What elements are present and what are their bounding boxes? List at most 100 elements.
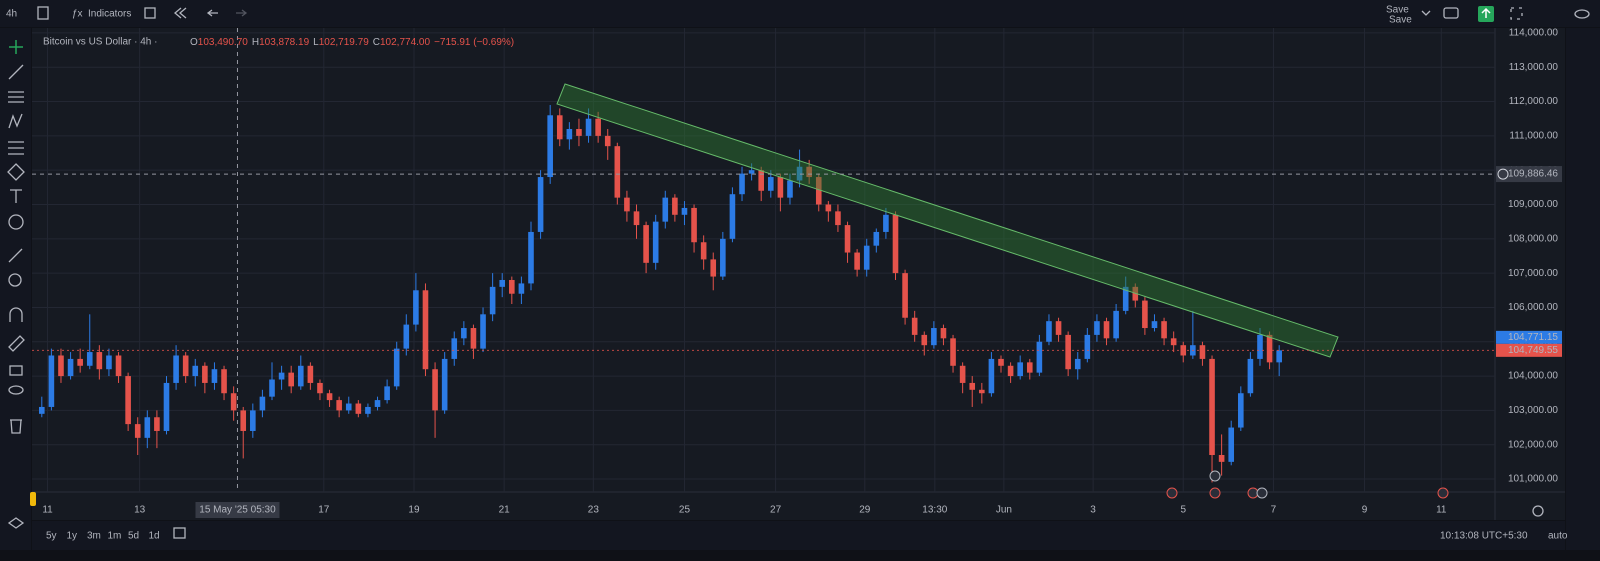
candle-body <box>537 177 544 232</box>
projection-tool[interactable] <box>8 141 24 155</box>
candle-body <box>969 382 976 390</box>
candle-body <box>67 358 74 377</box>
legend-item: L <box>313 37 319 48</box>
candle-body <box>1017 362 1023 377</box>
event-marker[interactable] <box>1209 487 1221 499</box>
scale-mode[interactable]: auto <box>1548 531 1568 542</box>
save-menu-icon[interactable] <box>1421 10 1431 16</box>
x-tick-label: 11 <box>1436 505 1447 516</box>
fx-icon[interactable]: ƒx <box>72 9 83 20</box>
legend-item: 103,490.70 <box>198 37 248 48</box>
candle-body <box>729 194 736 239</box>
range-button[interactable]: 1y <box>67 531 78 542</box>
hide-tool[interactable] <box>8 385 24 395</box>
candle-body <box>1094 321 1100 335</box>
delete-tool[interactable] <box>10 419 22 434</box>
candle-body <box>1084 334 1091 359</box>
candle-body <box>365 406 371 414</box>
range-button[interactable]: 5d <box>128 531 139 542</box>
candle-body <box>1055 321 1062 335</box>
ruler-tool[interactable] <box>8 248 23 263</box>
candle-body <box>336 400 342 411</box>
candle-body <box>163 382 170 431</box>
indicators-button[interactable]: Indicators <box>88 9 131 20</box>
y-tick-label: 101,000.00 <box>1508 474 1558 485</box>
candle-body <box>959 365 966 383</box>
candle-body <box>441 358 448 411</box>
event-marker[interactable] <box>1209 470 1221 482</box>
emoji-tool[interactable] <box>8 214 24 230</box>
interval-button[interactable]: 4h <box>6 9 17 20</box>
x-tick-label: 3 <box>1090 505 1096 516</box>
lock-tool[interactable] <box>9 365 23 376</box>
y-tick-label: 114,000.00 <box>1509 28 1559 39</box>
axis-settings-icon[interactable] <box>1532 505 1544 517</box>
range-button[interactable]: 1m <box>108 531 122 542</box>
candle-body <box>106 355 112 370</box>
x-tick-label: 9 <box>1362 505 1368 516</box>
trendline-tool[interactable] <box>8 64 24 80</box>
range-button[interactable]: 5y <box>46 531 57 542</box>
candle-body <box>1007 365 1014 377</box>
candle-body <box>77 358 83 366</box>
candle-body <box>288 372 294 387</box>
bottom-toolbar <box>32 521 1565 550</box>
redo-icon[interactable] <box>236 9 248 17</box>
chart-type-icon[interactable] <box>37 6 49 20</box>
pattern-tool[interactable] <box>8 113 23 129</box>
candle-body <box>979 389 985 394</box>
snapshot-icon[interactable] <box>1443 7 1459 19</box>
candle-body <box>221 369 227 394</box>
event-marker[interactable] <box>1166 487 1178 499</box>
range-bar: 5y 1y 3m 1m 5d 1d <box>46 531 160 542</box>
candle-body <box>883 214 889 232</box>
trend-channel-drawing[interactable] <box>556 83 1339 358</box>
replay-icon[interactable] <box>173 7 187 19</box>
candle-body <box>202 365 208 383</box>
candle-body <box>662 197 669 222</box>
range-button[interactable]: 1d <box>149 531 160 542</box>
candle-body <box>355 403 362 414</box>
eye-icon[interactable] <box>1574 9 1590 19</box>
event-marker[interactable] <box>1256 487 1268 499</box>
candle-body <box>509 279 515 294</box>
fullscreen-icon[interactable] <box>1510 7 1523 20</box>
lock-drawing-tool[interactable] <box>8 335 25 352</box>
candle-body <box>451 338 458 359</box>
candle-body <box>1046 321 1052 342</box>
top-toolbar <box>0 0 1600 27</box>
candle-body <box>115 355 122 377</box>
event-marker[interactable] <box>1437 487 1449 499</box>
candle-body <box>950 338 956 366</box>
range-button[interactable]: 3m <box>87 531 101 542</box>
candle-body <box>192 365 199 377</box>
drawing-tools <box>7 40 36 529</box>
left-toolbar <box>0 28 31 550</box>
layout-icon[interactable] <box>144 7 156 19</box>
symbol-title: Bitcoin vs US Dollar · 4h · <box>43 37 157 48</box>
magnet-tool[interactable] <box>9 307 23 322</box>
undo-icon[interactable] <box>206 9 218 17</box>
crosshair-tool[interactable] <box>9 40 23 54</box>
object-tree[interactable] <box>7 517 25 529</box>
brush-tool[interactable] <box>7 163 25 181</box>
legend-item: 102,719.79 <box>319 37 369 48</box>
save-button[interactable]: Save <box>1386 5 1409 16</box>
candle-body <box>269 379 275 397</box>
add-alert-icon[interactable] <box>1497 168 1509 180</box>
candle-body <box>672 197 678 215</box>
candle-body <box>1036 341 1043 373</box>
candle-body <box>326 393 333 401</box>
x-tick-label: 13 <box>134 505 146 516</box>
candle-body <box>892 214 899 274</box>
goto-date-icon[interactable] <box>173 527 186 539</box>
candle-body <box>499 279 506 287</box>
legend-item: −715.91 (−0.69%) <box>434 37 514 48</box>
candle-body <box>1209 358 1215 455</box>
text-tool[interactable] <box>10 189 22 203</box>
candle-body <box>940 328 947 339</box>
candle-body <box>1113 310 1119 339</box>
fib-tool[interactable] <box>8 91 24 103</box>
collapse-handle[interactable] <box>30 492 36 506</box>
zoom-tool[interactable] <box>8 273 22 287</box>
